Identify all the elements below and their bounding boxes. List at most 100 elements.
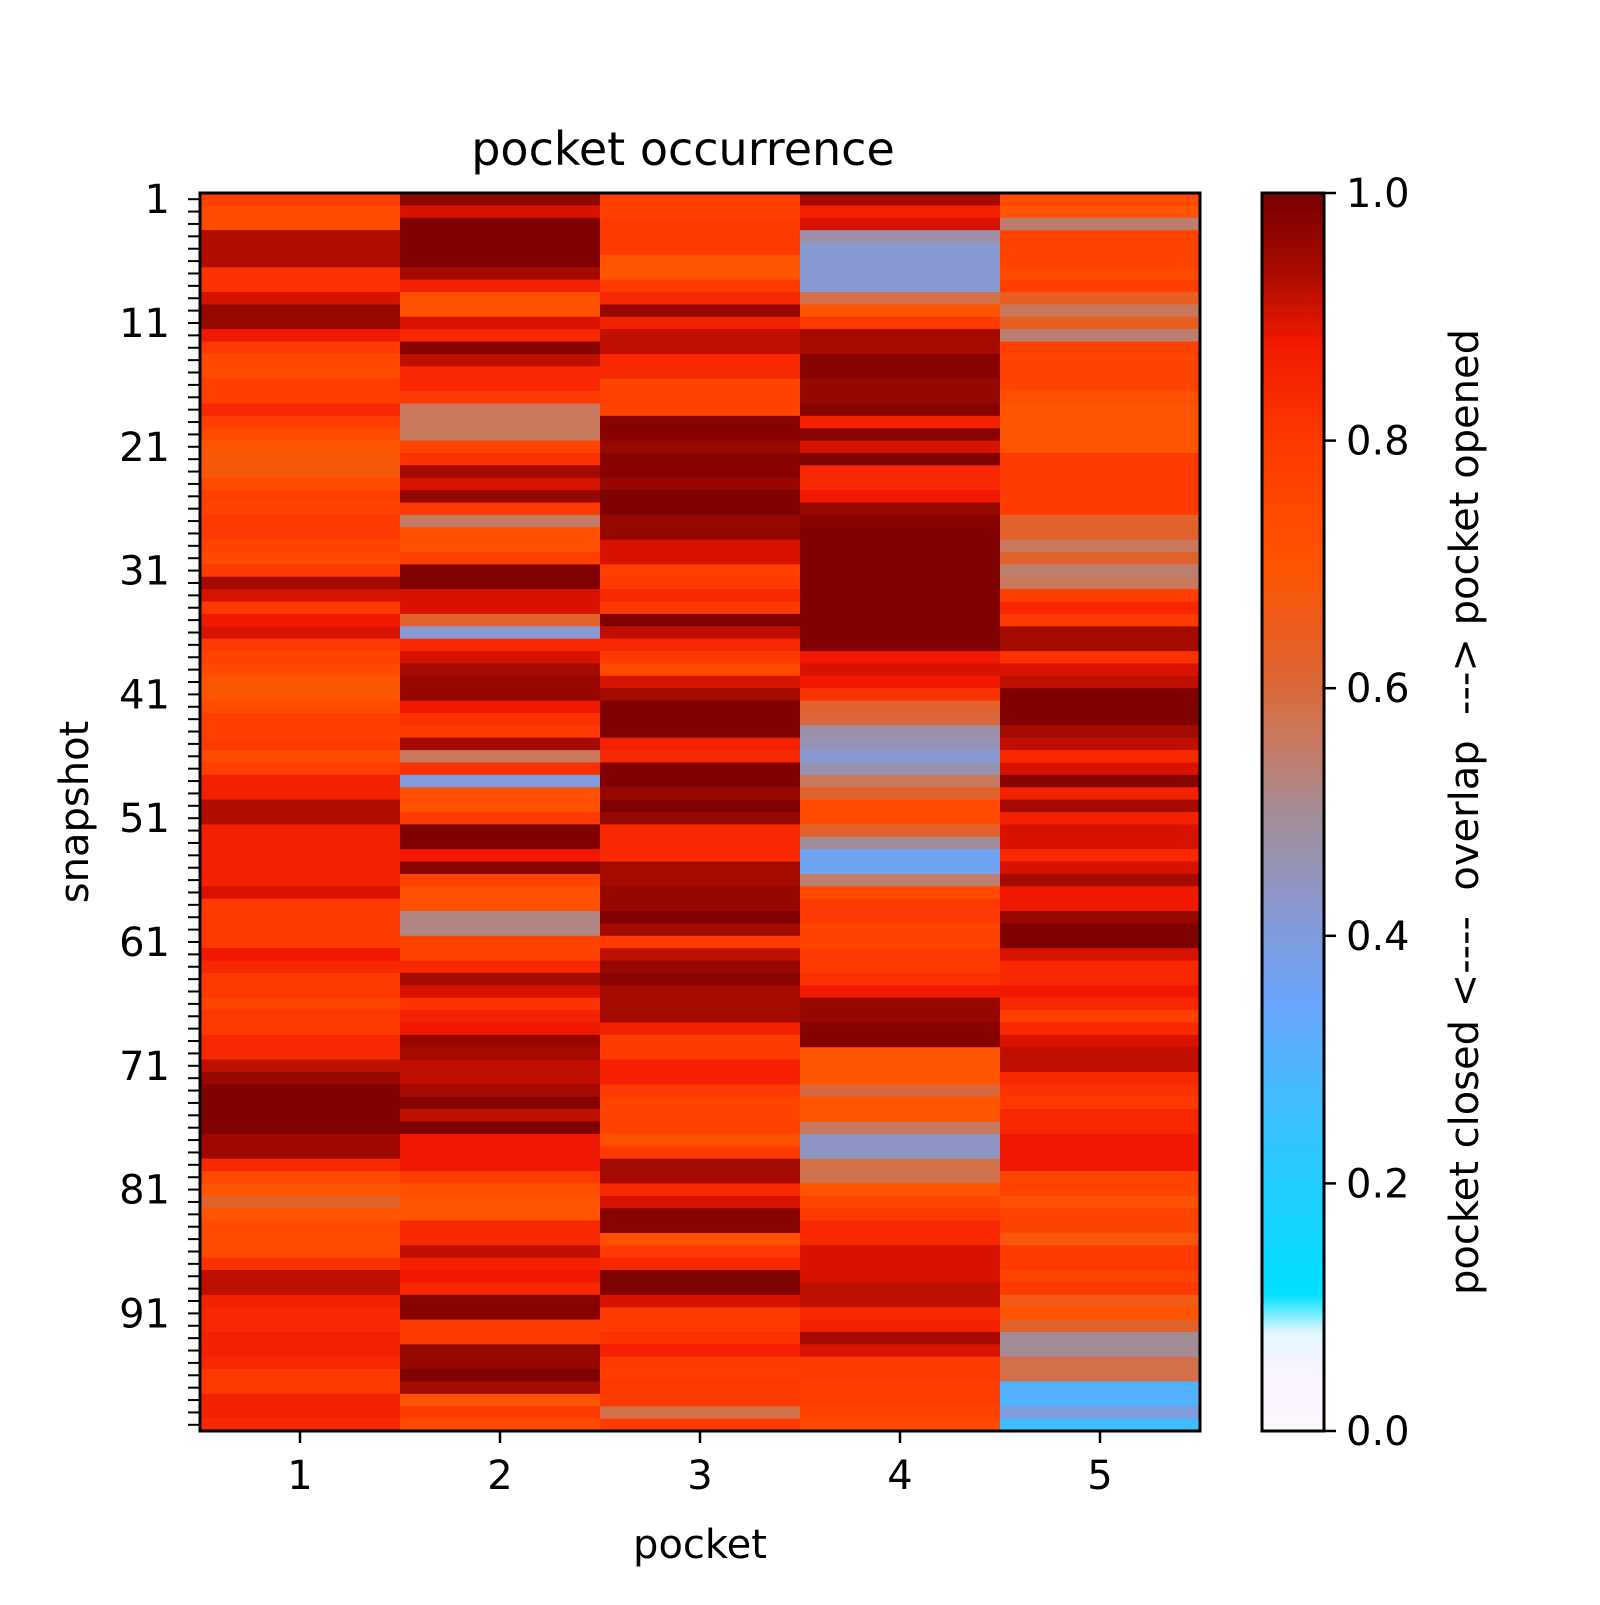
heatmap-cell [800,353,1001,367]
heatmap-cell [1000,1047,1201,1061]
heatmap-cell [1000,960,1201,974]
heatmap-cell [1000,1319,1201,1333]
heatmap-cell [600,1406,801,1420]
heatmap-cell [400,1418,601,1432]
heatmap-cell [200,527,401,541]
heatmap-cell [600,651,801,665]
heatmap-cell [800,1158,1001,1172]
x-tick-label: 2 [487,1453,512,1499]
heatmap-cell [600,1034,801,1048]
heatmap-cell [200,353,401,367]
heatmap-cell [800,972,1001,986]
heatmap-cell [200,836,401,850]
heatmap-cell [400,638,601,652]
heatmap-cell [1000,1183,1201,1197]
colorbar [1260,191,1326,1433]
heatmap-cell [200,329,401,343]
heatmap-cell [400,960,601,974]
heatmap-cell [400,1369,601,1383]
heatmap-cell [200,1307,401,1321]
heatmap-cell [600,378,801,392]
heatmap-cell [1000,1133,1201,1147]
heatmap-cell [200,1195,401,1209]
heatmap-cell [800,725,1001,739]
heatmap-cell [1000,1356,1201,1370]
heatmap-cell [200,230,401,244]
heatmap-cell [400,304,601,318]
heatmap-cell [600,1418,801,1432]
heatmap-cell [400,1208,601,1222]
heatmap-cell [200,403,401,417]
heatmap-cell [800,675,1001,689]
heatmap-cell [200,824,401,838]
heatmap-cell [400,490,601,504]
heatmap-cell [1000,217,1201,231]
heatmap-cell [400,935,601,949]
heatmap-cell [600,366,801,380]
heatmap-cell [200,675,401,689]
heatmap-cell [400,985,601,999]
heatmap-cell [800,415,1001,429]
heatmap-cell [1000,316,1201,330]
heatmap-cell [600,1344,801,1358]
heatmap-cell [400,403,601,417]
heatmap-cell [400,1282,601,1296]
heatmap-cell [1000,341,1201,355]
heatmap-cell [600,663,801,677]
heatmap-cell [1000,997,1201,1011]
heatmap-cell [800,985,1001,999]
heatmap-cell [800,1195,1001,1209]
colorbar-tick-label: 1.0 [1346,171,1410,217]
heatmap-cell [1000,552,1201,565]
heatmap-cell [1000,329,1201,343]
heatmap-cell [800,341,1001,355]
heatmap-cell [1000,638,1201,652]
heatmap-cell [800,948,1001,962]
heatmap-cell [600,1307,801,1321]
heatmap-cell [800,576,1001,590]
heatmap-cell [800,428,1001,442]
heatmap-cell [1000,366,1201,380]
heatmap-cell [200,873,401,887]
heatmap-cell [600,1047,801,1061]
heatmap-cell [200,762,401,776]
heatmap-cell [800,1220,1001,1234]
heatmap-cell [400,812,601,825]
heatmap-cell [400,787,601,801]
heatmap-cell [200,1010,401,1024]
x-tick-label: 4 [887,1453,912,1499]
heatmap-cell [200,1022,401,1036]
heatmap-cell [200,576,401,590]
heatmap-cell [800,626,1001,640]
heatmap-cell [400,737,601,751]
heatmap-cell [400,1109,601,1123]
heatmap-cell [200,552,401,565]
heatmap-cell [400,1406,601,1420]
heatmap-cell [600,440,801,454]
heatmap-cell [1000,1257,1201,1271]
heatmap-cell [600,1245,801,1259]
heatmap-cell [400,1319,601,1333]
heatmap-cell [400,1096,601,1110]
heatmap-cell [1000,1195,1201,1209]
heatmap-cell [600,1121,801,1135]
heatmap-cell [1000,1071,1201,1085]
heatmap-cell [800,836,1001,850]
heatmap-cell [600,1096,801,1110]
heatmap-cell [600,1183,801,1197]
heatmap-cell [400,316,601,330]
heatmap-cell [1000,403,1201,417]
heatmap-cell [800,527,1001,541]
heatmap-cell [200,1059,401,1073]
heatmap-cell [1000,1171,1201,1184]
heatmap-cell [400,1171,601,1184]
heatmap-cell [600,1257,801,1271]
heatmap-cell [400,527,601,541]
heatmap-cell [800,601,1001,615]
heatmap-cell [400,1047,601,1061]
heatmap-cell [1000,626,1201,640]
heatmap-cell [400,440,601,454]
heatmap-cell [1000,712,1201,726]
heatmap-cell [1000,799,1201,813]
heatmap-cell [800,935,1001,949]
